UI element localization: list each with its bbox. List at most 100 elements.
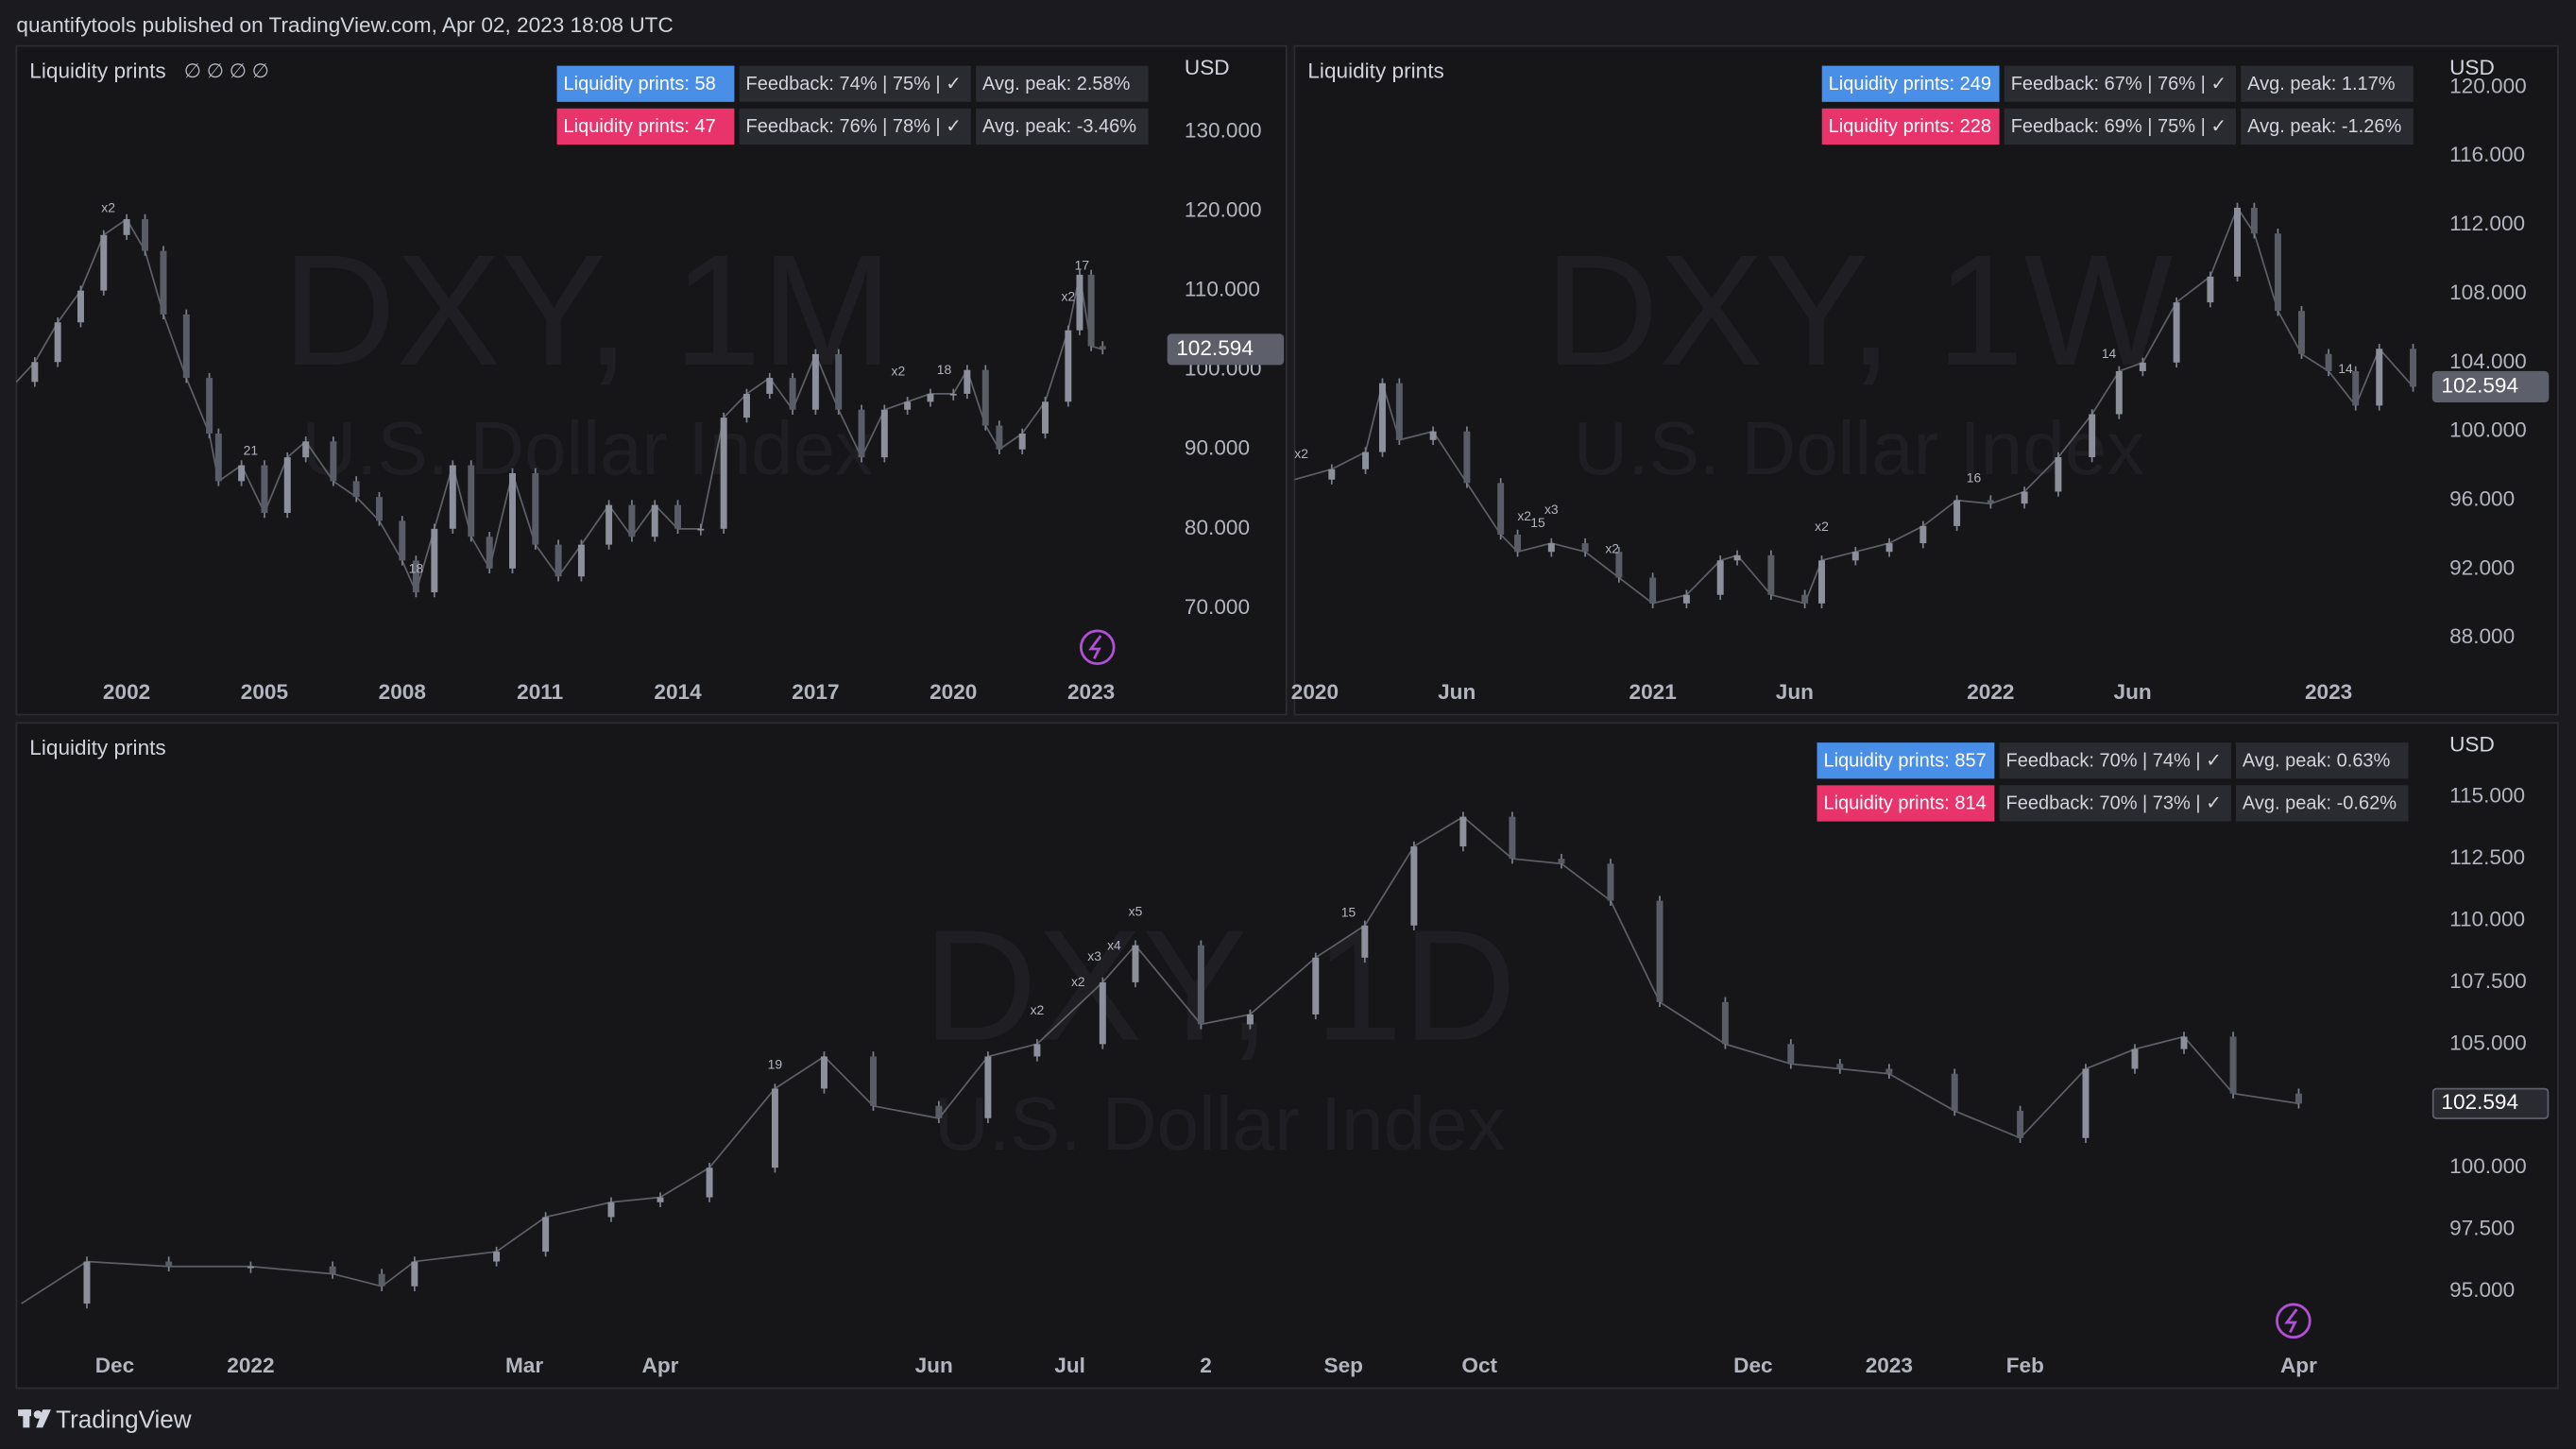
price-unit: USD [1185, 56, 1230, 79]
candle [1885, 543, 1893, 553]
y-tick-label: 88.000 [2449, 624, 2515, 648]
candle [1615, 552, 1623, 578]
indicator-icons: ∅ ∅ ∅ ∅ [184, 60, 269, 82]
candle [214, 433, 222, 482]
candle [2017, 1110, 2024, 1138]
stats-text: Feedback: 76% | 78% | ✓ [746, 116, 962, 137]
x-tick-label: Jun [915, 1354, 953, 1377]
y-tick-label: 116.000 [2449, 143, 2525, 166]
candle [2234, 207, 2241, 277]
x-tick-label: Dec [1733, 1354, 1772, 1377]
candle [2410, 349, 2417, 387]
candle [2297, 311, 2305, 354]
candle [1953, 500, 1961, 526]
stats-text: Liquidity prints: 249 [1829, 74, 1991, 94]
candle [283, 457, 291, 513]
stats-cell [739, 108, 971, 145]
stats-cell [976, 65, 1149, 102]
y-tick-label: 120.000 [2449, 74, 2527, 97]
candle [54, 322, 61, 363]
y-tick-label: 107.500 [2449, 969, 2527, 993]
indicator-title: Liquidity prints [1307, 60, 1443, 83]
candle [606, 504, 613, 545]
candle [651, 504, 658, 537]
stats-cell [739, 65, 971, 102]
candle [486, 537, 493, 569]
candle [1018, 433, 1026, 450]
stats-cell [1821, 65, 2000, 102]
candle [771, 1088, 778, 1168]
stats-cell [1817, 785, 1995, 822]
candle [577, 544, 585, 577]
candle [720, 418, 727, 529]
annotation: x2 [1815, 519, 1829, 534]
candle [789, 378, 796, 410]
candle [2376, 349, 2383, 406]
price-tag [2431, 370, 2550, 402]
candle [2325, 353, 2332, 371]
y-tick-label: 96.000 [2449, 487, 2515, 511]
candle [1987, 500, 1994, 504]
stats-cell [2235, 785, 2409, 822]
y-tick-label: 110.000 [2449, 908, 2525, 931]
candle [330, 441, 337, 482]
stats-cell [2241, 108, 2414, 145]
candle [1099, 346, 1106, 349]
stats-text: Avg. peak: -0.62% [2243, 793, 2397, 814]
candle [674, 504, 682, 529]
y-tick-label: 97.500 [2449, 1217, 2515, 1240]
candle [493, 1252, 501, 1262]
x-tick-label: Feb [2006, 1354, 2044, 1377]
stats-cell [2004, 65, 2236, 102]
annotation: 15 [1530, 515, 1545, 530]
candle [2055, 457, 2062, 492]
candle [1721, 1001, 1729, 1045]
candle [412, 560, 419, 593]
candle [1033, 1044, 1041, 1057]
watermark: DXY, 1W [1544, 223, 2173, 399]
candle [1197, 945, 1204, 1025]
candle [247, 1266, 254, 1269]
stats-text: Feedback: 70% | 74% | ✓ [2006, 750, 2222, 771]
annotation: 16 [1967, 470, 1982, 486]
indicator-title: Liquidity prints [29, 736, 165, 759]
candle [431, 528, 438, 593]
candle [142, 218, 149, 251]
candle [532, 472, 539, 545]
candle [1065, 330, 1072, 402]
candle [542, 1217, 550, 1253]
candle [811, 353, 819, 410]
brand: TradingView [56, 1405, 192, 1433]
stats-text: Liquidity prints: 857 [1823, 750, 1986, 771]
stats-cell [2004, 108, 2236, 145]
stats-cell [556, 108, 735, 145]
candle [1649, 577, 1657, 604]
watermark-subtitle: U.S. Dollar Index [934, 1082, 1506, 1166]
candle [742, 393, 750, 418]
candle [2139, 362, 2146, 371]
y-tick-label: 110.000 [1185, 278, 1260, 301]
stats-cell [556, 65, 735, 102]
candle [1378, 383, 1386, 452]
candle [949, 393, 957, 396]
publisher: quantifytools published on TradingView.c… [16, 13, 673, 37]
y-tick-label: 80.000 [1185, 516, 1250, 539]
candle [2173, 302, 2180, 363]
candle [238, 465, 246, 482]
candle [100, 234, 108, 291]
candle [1361, 925, 1369, 958]
stats-cell [1821, 108, 2000, 145]
panel-frame [15, 44, 1288, 716]
candle [1076, 274, 1083, 331]
candle [378, 1273, 385, 1287]
annotation: 19 [768, 1057, 783, 1072]
candle [607, 1202, 615, 1218]
candle [411, 1261, 418, 1287]
candle [1514, 534, 1522, 553]
candle [77, 290, 84, 323]
candle [123, 218, 130, 235]
chart-panel: DXY, 1MU.S. Dollar Index Liquidity prints… [15, 44, 1288, 716]
price-tag-label: 102.594 [2441, 1090, 2518, 1114]
candle [302, 441, 310, 458]
